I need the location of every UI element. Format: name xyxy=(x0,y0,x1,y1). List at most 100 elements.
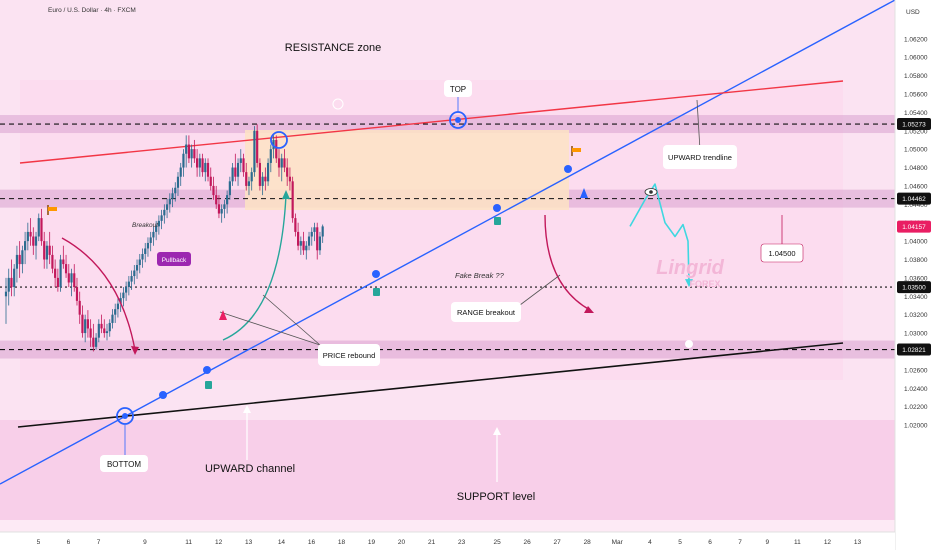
candle[interactable] xyxy=(26,222,29,251)
candle[interactable] xyxy=(280,153,283,182)
candle[interactable] xyxy=(310,227,313,246)
candle[interactable] xyxy=(89,319,92,347)
candle[interactable] xyxy=(141,248,144,268)
candle[interactable] xyxy=(258,158,261,191)
candle[interactable] xyxy=(228,176,231,200)
candle[interactable] xyxy=(215,185,218,209)
candle[interactable] xyxy=(212,176,215,200)
candle[interactable] xyxy=(144,242,147,263)
candle[interactable] xyxy=(201,153,204,177)
candle[interactable] xyxy=(247,176,251,196)
candle[interactable] xyxy=(168,193,171,213)
candle[interactable] xyxy=(62,245,65,269)
candle[interactable] xyxy=(231,162,234,186)
candle[interactable] xyxy=(21,245,24,274)
candle[interactable] xyxy=(217,195,221,219)
candle[interactable] xyxy=(122,287,125,307)
candle[interactable] xyxy=(138,253,141,274)
candle[interactable] xyxy=(253,126,256,177)
candle[interactable] xyxy=(236,158,240,186)
candle[interactable] xyxy=(157,215,160,235)
candle[interactable] xyxy=(133,265,136,285)
channel-support-line[interactable] xyxy=(17,342,844,428)
candle[interactable] xyxy=(7,268,10,306)
candle[interactable] xyxy=(18,241,21,278)
candle[interactable] xyxy=(275,135,278,163)
candle[interactable] xyxy=(70,268,73,297)
candle[interactable] xyxy=(198,153,201,177)
candle[interactable] xyxy=(283,149,286,173)
candle[interactable] xyxy=(81,305,84,338)
candle[interactable] xyxy=(179,162,182,186)
candle[interactable] xyxy=(176,172,180,197)
candle[interactable] xyxy=(135,259,139,279)
candle[interactable] xyxy=(43,231,46,269)
candle[interactable] xyxy=(242,153,245,177)
candle[interactable] xyxy=(297,222,300,251)
candle[interactable] xyxy=(146,237,150,257)
candle[interactable] xyxy=(24,231,27,265)
resistance-trendline[interactable] xyxy=(19,80,844,164)
candle[interactable] xyxy=(277,149,281,177)
candle[interactable] xyxy=(10,259,13,297)
candle[interactable] xyxy=(125,281,128,301)
candle[interactable] xyxy=(4,277,8,324)
candle[interactable] xyxy=(56,268,59,292)
candle[interactable] xyxy=(269,144,272,173)
candle[interactable] xyxy=(54,259,57,288)
candle[interactable] xyxy=(174,182,177,202)
candle[interactable] xyxy=(204,158,207,182)
candle[interactable] xyxy=(266,158,270,186)
candle[interactable] xyxy=(321,224,324,243)
candle[interactable] xyxy=(84,314,87,343)
candle[interactable] xyxy=(155,220,158,241)
candle[interactable] xyxy=(316,222,319,260)
candle[interactable] xyxy=(264,167,267,191)
bottom-marker[interactable] xyxy=(116,407,134,425)
candle[interactable] xyxy=(302,231,305,255)
candle[interactable] xyxy=(34,231,38,260)
candle[interactable] xyxy=(40,208,43,246)
candle[interactable] xyxy=(75,277,79,306)
candle[interactable] xyxy=(51,245,54,274)
candle[interactable] xyxy=(299,236,302,255)
first-top-marker[interactable] xyxy=(270,131,288,149)
candle[interactable] xyxy=(193,139,196,163)
candle[interactable] xyxy=(209,167,212,191)
candle[interactable] xyxy=(171,187,174,208)
candle[interactable] xyxy=(305,241,308,260)
candle[interactable] xyxy=(307,231,311,251)
candle[interactable] xyxy=(185,135,188,168)
candle[interactable] xyxy=(291,176,294,223)
candle[interactable] xyxy=(13,264,16,297)
candle[interactable] xyxy=(67,264,70,288)
candle[interactable] xyxy=(114,303,117,323)
candle[interactable] xyxy=(250,167,253,191)
candle[interactable] xyxy=(48,231,51,265)
candle[interactable] xyxy=(182,149,185,177)
candle[interactable] xyxy=(234,153,237,182)
candle[interactable] xyxy=(103,319,106,338)
candle[interactable] xyxy=(64,254,68,278)
candle[interactable] xyxy=(196,149,199,177)
candle[interactable] xyxy=(190,144,193,168)
candle[interactable] xyxy=(59,254,62,292)
candle[interactable] xyxy=(116,298,120,318)
candle[interactable] xyxy=(261,172,264,196)
candle[interactable] xyxy=(226,190,229,214)
candle[interactable] xyxy=(73,264,76,292)
candle[interactable] xyxy=(37,213,40,242)
candle[interactable] xyxy=(294,213,297,237)
candle[interactable] xyxy=(256,124,259,168)
candle[interactable] xyxy=(223,199,226,219)
candle[interactable] xyxy=(97,319,100,343)
candle[interactable] xyxy=(130,270,133,290)
candle[interactable] xyxy=(245,162,248,191)
candle[interactable] xyxy=(86,310,89,338)
candle[interactable] xyxy=(32,227,35,255)
candle[interactable] xyxy=(152,226,155,246)
candle[interactable] xyxy=(15,245,19,283)
candle[interactable] xyxy=(100,314,103,334)
upward-trendline[interactable] xyxy=(0,0,896,485)
